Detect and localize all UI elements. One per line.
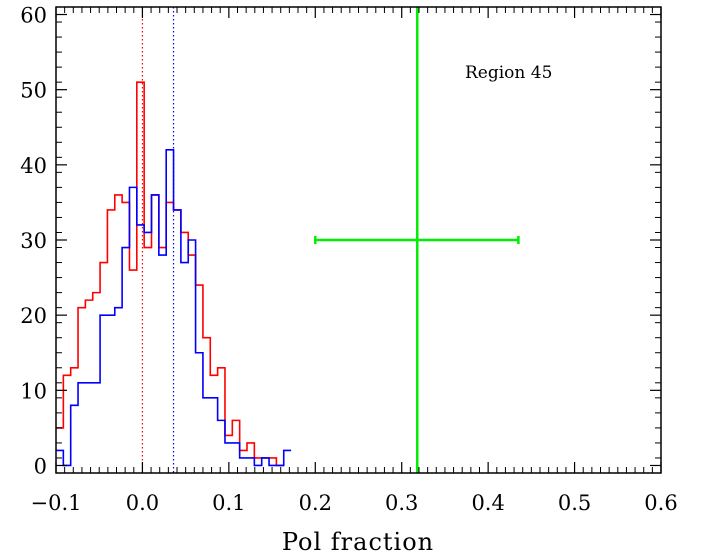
x-tick-label: 0.5	[558, 491, 591, 515]
x-tick-label: 0.3	[385, 491, 418, 515]
y-tick-label: 20	[20, 304, 47, 328]
y-tick-label: 30	[20, 229, 47, 253]
x-tick-label: 0.1	[212, 491, 245, 515]
x-tick-label: −0.1	[31, 491, 82, 515]
x-tick-label: 0.2	[299, 491, 332, 515]
error-bar	[314, 7, 520, 473]
x-tick-label: 0.6	[644, 491, 677, 515]
series-layer	[56, 7, 520, 473]
x-axis-title: Pol fraction	[282, 528, 434, 556]
y-tick-label: 40	[20, 154, 47, 178]
region-annotation: Region 45	[465, 63, 552, 83]
y-tick-label: 50	[20, 79, 47, 103]
y-tick-label: 0	[34, 454, 47, 478]
axes-layer	[55, 6, 662, 474]
labels-layer: −0.1 0.0 0.1 0.2 0.3 0.4 0.5 0.6 0 10 20 30 40 50 60	[20, 4, 677, 515]
x-tick-label: 0.0	[126, 491, 159, 515]
y-tick-label: 60	[20, 4, 47, 28]
histogram-series-0	[56, 81, 284, 467]
x-tick-label: 0.4	[471, 491, 504, 515]
histogram-series-1	[56, 149, 292, 467]
y-tick-label: 10	[20, 379, 47, 403]
